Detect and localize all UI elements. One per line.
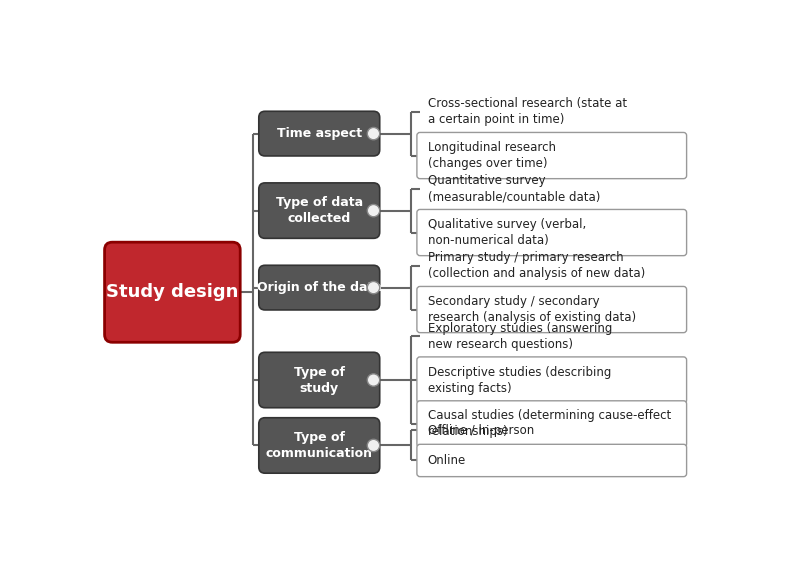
- FancyBboxPatch shape: [259, 417, 379, 473]
- Text: Secondary study / secondary
research (analysis of existing data): Secondary study / secondary research (an…: [428, 295, 636, 324]
- FancyBboxPatch shape: [259, 111, 379, 156]
- Circle shape: [368, 282, 379, 294]
- Text: Longitudinal research
(changes over time): Longitudinal research (changes over time…: [428, 141, 556, 170]
- Text: Online: Online: [428, 454, 466, 467]
- Text: Offline / in-person: Offline / in-person: [428, 424, 534, 437]
- Text: Cross-sectional research (state at
a certain point in time): Cross-sectional research (state at a cer…: [428, 97, 627, 126]
- Text: Causal studies (determining cause-effect
relationships): Causal studies (determining cause-effect…: [428, 410, 671, 438]
- Circle shape: [368, 204, 379, 217]
- FancyBboxPatch shape: [417, 210, 686, 256]
- Circle shape: [368, 127, 379, 140]
- Text: Time aspect: Time aspect: [277, 127, 362, 140]
- FancyBboxPatch shape: [417, 444, 686, 477]
- Text: Type of data
collected: Type of data collected: [275, 196, 363, 225]
- FancyBboxPatch shape: [417, 286, 686, 333]
- Circle shape: [368, 374, 379, 386]
- Text: Descriptive studies (describing
existing facts): Descriptive studies (describing existing…: [428, 366, 611, 395]
- Text: Origin of the data: Origin of the data: [257, 281, 382, 294]
- Circle shape: [368, 439, 379, 452]
- FancyBboxPatch shape: [417, 132, 686, 179]
- Text: Study design: Study design: [106, 283, 238, 301]
- FancyBboxPatch shape: [417, 401, 686, 447]
- Text: Type of
study: Type of study: [294, 366, 345, 395]
- Text: Qualitative survey (verbal,
non-numerical data): Qualitative survey (verbal, non-numerica…: [428, 218, 586, 247]
- FancyBboxPatch shape: [259, 352, 379, 408]
- Text: Exploratory studies (answering
new research questions): Exploratory studies (answering new resea…: [428, 321, 612, 350]
- FancyBboxPatch shape: [259, 265, 379, 310]
- FancyBboxPatch shape: [417, 357, 686, 403]
- FancyBboxPatch shape: [259, 183, 379, 239]
- Text: Quantitative survey
(measurable/countable data): Quantitative survey (measurable/countabl…: [428, 174, 600, 203]
- FancyBboxPatch shape: [105, 242, 240, 343]
- Text: Primary study / primary research
(collection and analysis of new data): Primary study / primary research (collec…: [428, 251, 645, 280]
- Text: Type of
communication: Type of communication: [266, 431, 373, 460]
